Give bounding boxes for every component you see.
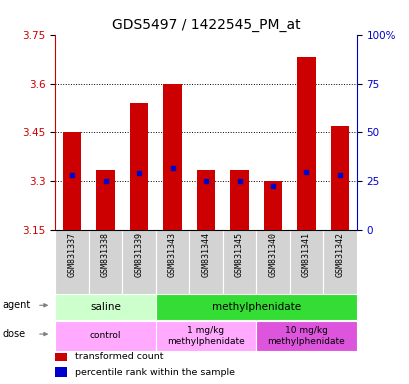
Bar — [256, 321, 356, 351]
Bar — [55, 294, 155, 320]
Text: GSM831345: GSM831345 — [234, 232, 243, 277]
Bar — [297, 58, 315, 230]
Text: dose: dose — [2, 329, 25, 339]
Bar — [55, 367, 67, 377]
Bar — [263, 182, 281, 230]
Text: GSM831339: GSM831339 — [134, 232, 143, 277]
Bar — [63, 132, 81, 230]
Text: 10 mg/kg
methylphenidate: 10 mg/kg methylphenidate — [267, 326, 344, 346]
Text: GSM831338: GSM831338 — [101, 232, 110, 277]
Bar — [196, 170, 215, 230]
Bar — [55, 321, 155, 351]
Text: GSM831341: GSM831341 — [301, 232, 310, 277]
Bar — [230, 170, 248, 230]
Text: percentile rank within the sample: percentile rank within the sample — [75, 367, 234, 377]
Bar — [222, 230, 256, 294]
Text: transformed count: transformed count — [75, 352, 163, 361]
Text: GSM831337: GSM831337 — [67, 232, 76, 277]
Title: GDS5497 / 1422545_PM_at: GDS5497 / 1422545_PM_at — [111, 18, 300, 32]
Bar — [96, 170, 115, 230]
Text: GSM831342: GSM831342 — [335, 232, 344, 277]
Text: agent: agent — [2, 300, 30, 310]
Bar — [55, 351, 67, 361]
Text: saline: saline — [90, 302, 121, 312]
Text: GSM831343: GSM831343 — [168, 232, 177, 277]
Bar — [256, 230, 289, 294]
Bar — [330, 126, 348, 230]
Text: methylphenidate: methylphenidate — [211, 302, 300, 312]
Bar — [55, 230, 89, 294]
Bar — [122, 230, 155, 294]
Bar — [189, 230, 222, 294]
Text: 1 mg/kg
methylphenidate: 1 mg/kg methylphenidate — [167, 326, 244, 346]
Text: control: control — [90, 331, 121, 341]
Bar — [155, 230, 189, 294]
Text: GSM831340: GSM831340 — [268, 232, 277, 277]
Bar — [155, 294, 356, 320]
Bar — [322, 230, 356, 294]
Bar — [130, 103, 148, 230]
Bar — [163, 84, 181, 230]
Bar — [89, 230, 122, 294]
Bar — [289, 230, 322, 294]
Text: GSM831344: GSM831344 — [201, 232, 210, 277]
Bar — [155, 321, 256, 351]
